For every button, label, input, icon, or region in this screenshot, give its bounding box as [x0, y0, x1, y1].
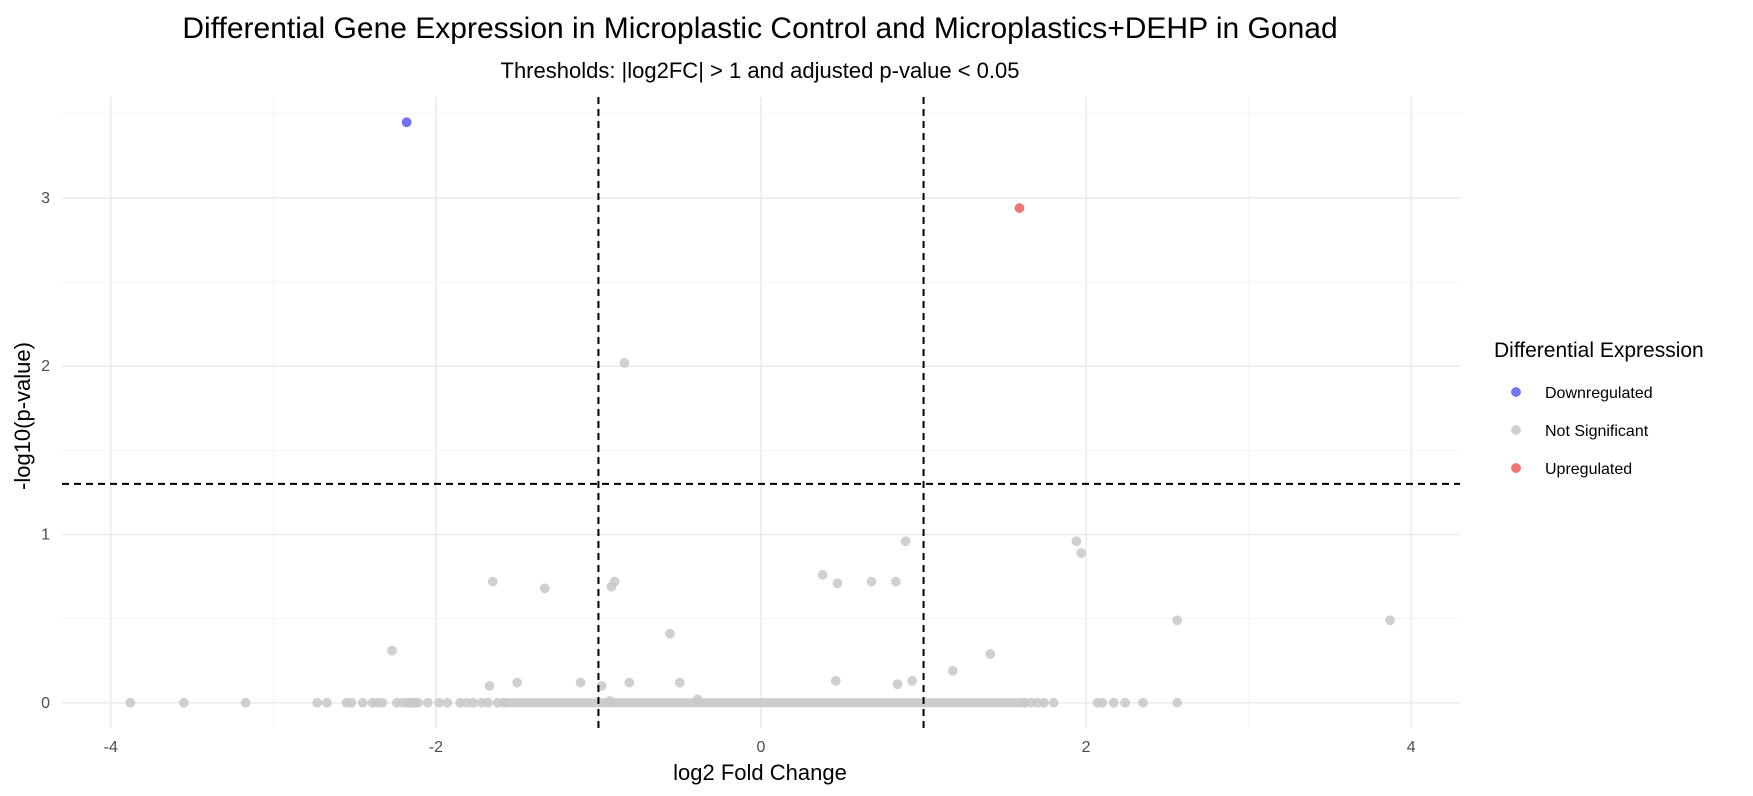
not-significant-point [312, 697, 323, 708]
not-significant-point [947, 665, 958, 676]
not-significant-point [468, 697, 479, 708]
upregulated-point [1014, 203, 1025, 213]
not-significant-point [830, 676, 841, 686]
not-significant-point [1172, 697, 1182, 708]
not-significant-point [1120, 697, 1130, 708]
data-points [125, 117, 1395, 708]
not-significant-point [434, 697, 444, 708]
legend-label: Downregulated [1545, 385, 1653, 402]
y-tick-label: 2 [41, 358, 50, 375]
x-axis-ticks: -4 -2 0 2 4 [104, 739, 1416, 756]
not-significant-point [1076, 548, 1087, 558]
not-significant-point [1071, 536, 1082, 547]
not-significant-point [892, 679, 903, 690]
not-significant-point [413, 697, 423, 708]
not-significant-point [692, 694, 703, 705]
not-significant-point [624, 677, 635, 688]
not-significant-point [891, 576, 901, 587]
not-significant-point [125, 697, 136, 708]
not-significant-point [1172, 615, 1182, 626]
not-significant-point [539, 583, 550, 594]
chart-subtitle: Thresholds: |log2FC| > 1 and adjusted p-… [501, 58, 1020, 83]
not-significant-point [674, 677, 685, 688]
not-significant-point [866, 576, 877, 587]
legend-key-downregulated [1511, 387, 1521, 397]
x-tick-label: 4 [1407, 739, 1416, 756]
y-tick-label: 1 [41, 526, 50, 543]
x-tick-label: -4 [104, 739, 118, 756]
not-significant-point [907, 676, 918, 686]
downregulated-point [401, 117, 412, 128]
not-significant-point [609, 576, 620, 587]
y-tick-label: 0 [41, 695, 50, 712]
not-significant-point [1138, 697, 1148, 708]
not-significant-point [817, 570, 828, 580]
not-significant-point [484, 681, 495, 691]
not-significant-point [832, 578, 843, 589]
not-significant-point [1108, 697, 1119, 708]
chart-title: Differential Gene Expression in Micropla… [182, 12, 1337, 45]
not-significant-point [442, 697, 453, 708]
legend-title: Differential Expression [1494, 339, 1704, 362]
x-tick-label: 2 [1082, 739, 1091, 756]
y-tick-label: 3 [41, 190, 50, 207]
not-significant-point [346, 697, 357, 708]
not-significant-point [512, 677, 523, 688]
y-axis-ticks: 0 1 2 3 [41, 190, 50, 712]
legend: Differential Expression Downregulated Not… [1494, 339, 1704, 478]
not-significant-point [1097, 697, 1108, 708]
not-significant-point [483, 697, 493, 708]
not-significant-point [1385, 615, 1395, 626]
legend-key-not-significant [1511, 425, 1521, 435]
not-significant-point [619, 358, 630, 368]
not-significant-point [604, 696, 615, 706]
y-axis-title: -log10(p-value) [10, 342, 35, 490]
not-significant-point [1039, 697, 1049, 708]
legend-label: Not Significant [1545, 423, 1649, 440]
not-significant-point [665, 628, 675, 639]
legend-label: Upregulated [1545, 461, 1632, 478]
threshold-lines [62, 97, 1460, 728]
not-significant-point [499, 697, 510, 708]
not-significant-point [985, 649, 996, 659]
not-significant-point [179, 697, 189, 708]
not-significant-point [377, 697, 388, 708]
not-significant-point [357, 697, 368, 708]
not-significant-point [422, 697, 433, 708]
not-significant-point [487, 576, 498, 587]
grid-lines [62, 97, 1460, 728]
not-significant-point [900, 536, 911, 547]
not-significant-point [575, 677, 586, 688]
not-significant-point [322, 697, 332, 708]
not-significant-point [1048, 697, 1059, 708]
not-significant-point [387, 645, 397, 656]
x-axis-title: log2 Fold Change [673, 760, 847, 785]
x-tick-label: 0 [757, 739, 766, 756]
legend-key-upregulated [1511, 463, 1521, 473]
not-significant-point [240, 697, 251, 708]
x-tick-label: -2 [429, 739, 443, 756]
